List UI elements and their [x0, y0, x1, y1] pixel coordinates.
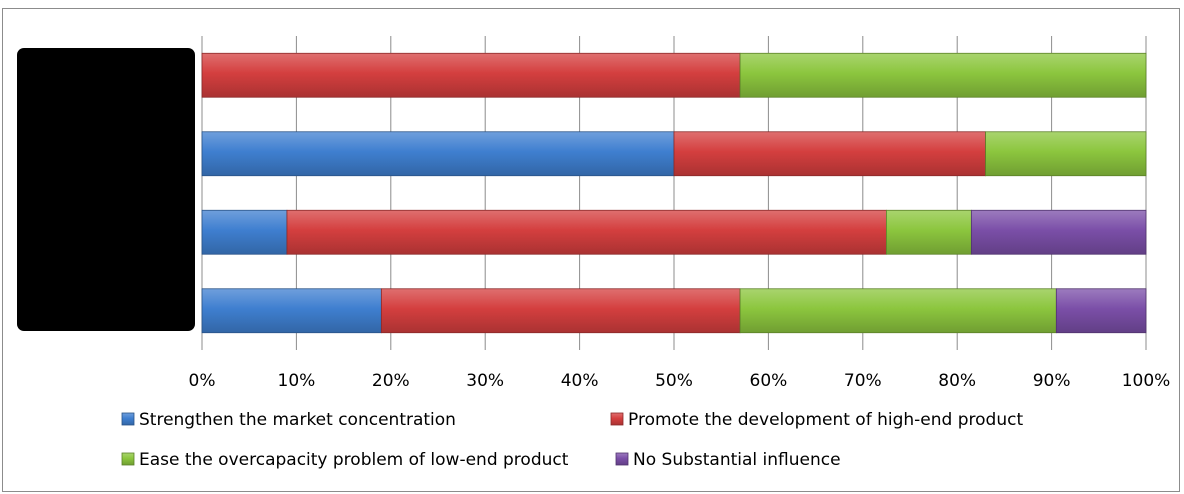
bar-segment: [970, 209, 1147, 255]
bar-segment: [985, 131, 1147, 177]
legend-swatch: [615, 452, 629, 466]
bar-segment: [286, 209, 887, 255]
bar-segment: [380, 288, 741, 334]
legend-swatch: [610, 412, 624, 426]
bar-segment: [201, 209, 288, 255]
legend-label: No Substantial influence: [633, 450, 841, 470]
x-tick-label: 50%: [655, 371, 693, 391]
legend-swatch: [121, 452, 135, 466]
legend-swatch: [121, 412, 135, 426]
bar-segment: [201, 288, 382, 334]
redacted-category-labels: [17, 48, 195, 331]
x-tick-label: 0%: [189, 371, 216, 391]
legend-item: Ease the overcapacity problem of low-end…: [121, 450, 569, 470]
legend: Strengthen the market concentration Promo…: [121, 410, 1023, 470]
x-tick-label: 100%: [1122, 371, 1171, 391]
bars: [201, 52, 1147, 334]
x-tick-label: 60%: [750, 371, 788, 391]
bar-segment: [739, 288, 1057, 334]
x-tick-label: 30%: [466, 371, 504, 391]
x-tick-label: 10%: [278, 371, 316, 391]
bar-segment: [673, 131, 986, 177]
legend-label: Strengthen the market concentration: [139, 410, 456, 430]
legend-label: Ease the overcapacity problem of low-end…: [139, 450, 569, 470]
bar-segment: [201, 131, 675, 177]
bar-segment: [739, 52, 1147, 98]
x-tick-label: 90%: [1033, 371, 1071, 391]
x-tick-label: 70%: [844, 371, 882, 391]
legend-label: Promote the development of high-end prod…: [628, 410, 1023, 430]
bar-segment: [201, 52, 741, 98]
legend-item: Promote the development of high-end prod…: [610, 410, 1023, 430]
legend-item: Strengthen the market concentration: [121, 410, 456, 430]
x-tick-label: 20%: [372, 371, 410, 391]
x-tick-label: 40%: [561, 371, 599, 391]
bar-segment: [1055, 288, 1147, 334]
legend-item: No Substantial influence: [615, 450, 841, 470]
bar-segment: [886, 209, 972, 255]
x-axis-tick-labels: 0% 10% 20% 30% 40% 50% 60% 70% 80% 90% 100%: [189, 371, 1171, 391]
x-tick-label: 80%: [938, 371, 976, 391]
